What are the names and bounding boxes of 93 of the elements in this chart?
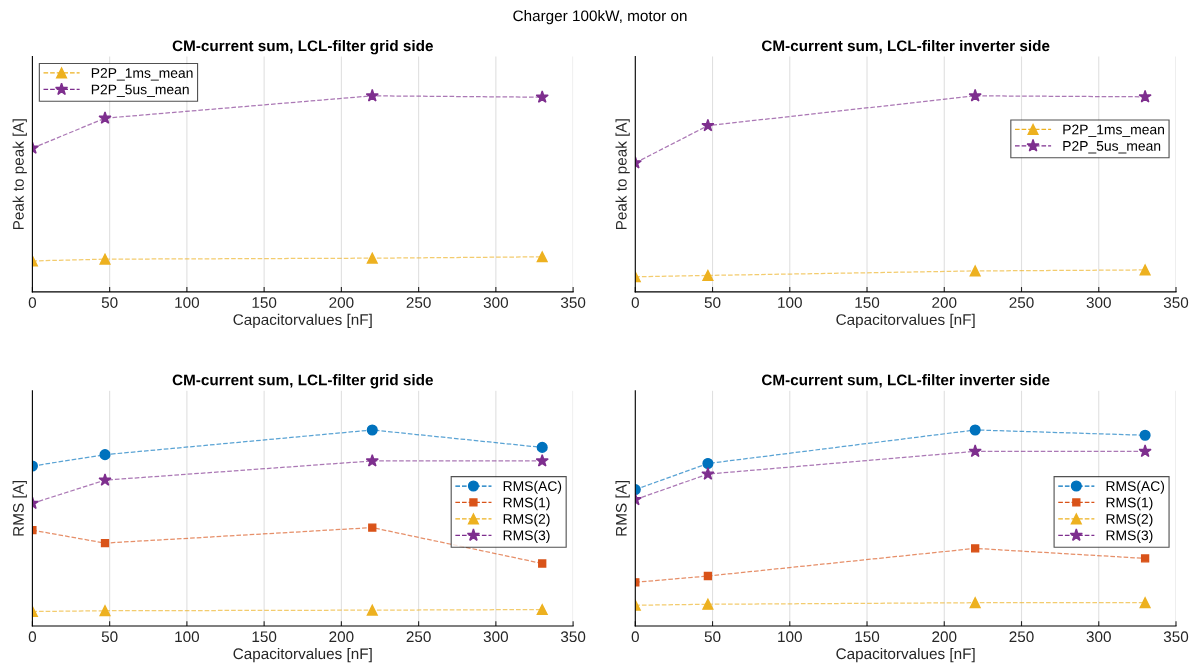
- x-tick-label: 300: [483, 297, 509, 308]
- chart-title: CM-current sum, LCL-filter grid side: [172, 39, 433, 55]
- x-tick-label: 0: [28, 631, 37, 643]
- x-axis-title: Capacitorvalues [nF]: [233, 313, 372, 329]
- point: [702, 457, 714, 470]
- point: [99, 605, 111, 617]
- x-tick-label: 0: [28, 297, 37, 308]
- text: Charger 100kW, motor on: [513, 9, 687, 25]
- point: [536, 251, 548, 263]
- legend-label: P2P_5us_mean: [91, 84, 189, 97]
- point: [968, 88, 982, 102]
- x-tick-label: 350: [1163, 631, 1189, 643]
- x-tick-label: 250: [406, 631, 431, 643]
- point: [99, 253, 111, 265]
- x-tick-label: 350: [1163, 297, 1189, 308]
- point: [366, 252, 378, 264]
- point: [366, 604, 378, 616]
- legend-label: RMS(AC): [1106, 480, 1165, 494]
- x-tick-label: 50: [101, 297, 118, 308]
- point: [535, 90, 549, 103]
- x-axis-title: Capacitorvalues [nF]: [836, 647, 975, 663]
- point: [969, 597, 981, 609]
- point: [969, 265, 981, 277]
- point: [1139, 429, 1151, 441]
- point: [1139, 597, 1151, 609]
- point: [1140, 554, 1150, 563]
- point: [536, 441, 548, 453]
- point: [703, 571, 713, 581]
- point: [702, 269, 714, 281]
- x-tick-label: 150: [252, 631, 277, 643]
- x-tick-label: 200: [329, 297, 354, 308]
- point: [365, 88, 379, 102]
- point: [98, 111, 112, 124]
- legend-label: RMS(1): [503, 497, 550, 511]
- legend-label: RMS(3): [503, 530, 550, 544]
- x-tick-label: 50: [704, 631, 721, 643]
- legend-label: P2P_1ms_mean: [91, 68, 193, 81]
- chart-title: CM-current sum, LCL-filter inverter side: [761, 39, 1050, 54]
- point: [365, 453, 379, 467]
- x-tick-label: 150: [252, 297, 277, 308]
- point: [1139, 264, 1151, 276]
- x-tick-label: 100: [175, 297, 200, 308]
- x-tick-label: 100: [175, 631, 200, 643]
- y-axis-title: RMS [A]: [615, 481, 630, 536]
- x-tick-label: 200: [932, 297, 957, 308]
- chart-title: CM-current sum, LCL-filter inverter side: [761, 374, 1050, 388]
- legend-label: P2P_5us_mean: [1063, 140, 1161, 154]
- point: [968, 444, 982, 458]
- chart-title: CM-current sum, LCL-filter grid side: [172, 374, 433, 389]
- x-tick-label: 200: [932, 631, 957, 643]
- x-tick-label: 250: [1009, 631, 1034, 643]
- x-tick-label: 150: [855, 631, 880, 643]
- x-tick-label: 350: [560, 297, 586, 308]
- x-tick-label: 100: [778, 297, 802, 308]
- x-tick-label: 100: [778, 631, 802, 643]
- point: [701, 118, 715, 132]
- point: [536, 604, 548, 616]
- x-tick-label: 300: [1086, 297, 1111, 308]
- x-tick-label: 150: [855, 297, 880, 308]
- point: [100, 538, 110, 548]
- x-tick-label: 50: [704, 297, 721, 308]
- point: [1138, 444, 1152, 458]
- x-tick-label: 50: [101, 631, 118, 643]
- point: [970, 544, 980, 553]
- x-axis-title: Capacitorvalues [nF]: [233, 647, 372, 663]
- y-axis-title: Peak to peak [A]: [12, 119, 27, 230]
- legend-label: P2P_1ms_mean: [1063, 124, 1164, 138]
- x-axis-title: Capacitorvalues [nF]: [836, 313, 975, 329]
- point: [969, 424, 981, 436]
- x-tick-label: 250: [1009, 297, 1034, 308]
- legend-label: RMS(1): [1106, 497, 1153, 511]
- point: [702, 598, 714, 610]
- x-tick-label: 300: [483, 631, 509, 643]
- legend-label: RMS(2): [503, 513, 550, 527]
- point: [99, 449, 111, 461]
- legend-label: RMS(AC): [503, 480, 562, 494]
- x-tick-label: 0: [631, 297, 639, 308]
- legend-label: RMS(2): [1106, 513, 1153, 527]
- point: [538, 559, 547, 568]
- point: [701, 467, 715, 480]
- x-tick-label: 200: [329, 631, 354, 643]
- y-axis-title: RMS [A]: [12, 481, 27, 536]
- legend-label: RMS(3): [1106, 530, 1153, 544]
- x-tick-label: 0: [631, 631, 639, 643]
- y-axis-title: Peak to peak [A]: [615, 119, 630, 230]
- point: [366, 424, 378, 436]
- x-tick-label: 250: [406, 297, 431, 308]
- x-tick-label: 350: [560, 631, 586, 643]
- point: [98, 473, 112, 486]
- point: [368, 523, 377, 532]
- point: [1138, 89, 1152, 103]
- x-tick-label: 300: [1086, 631, 1111, 643]
- point: [535, 453, 549, 467]
